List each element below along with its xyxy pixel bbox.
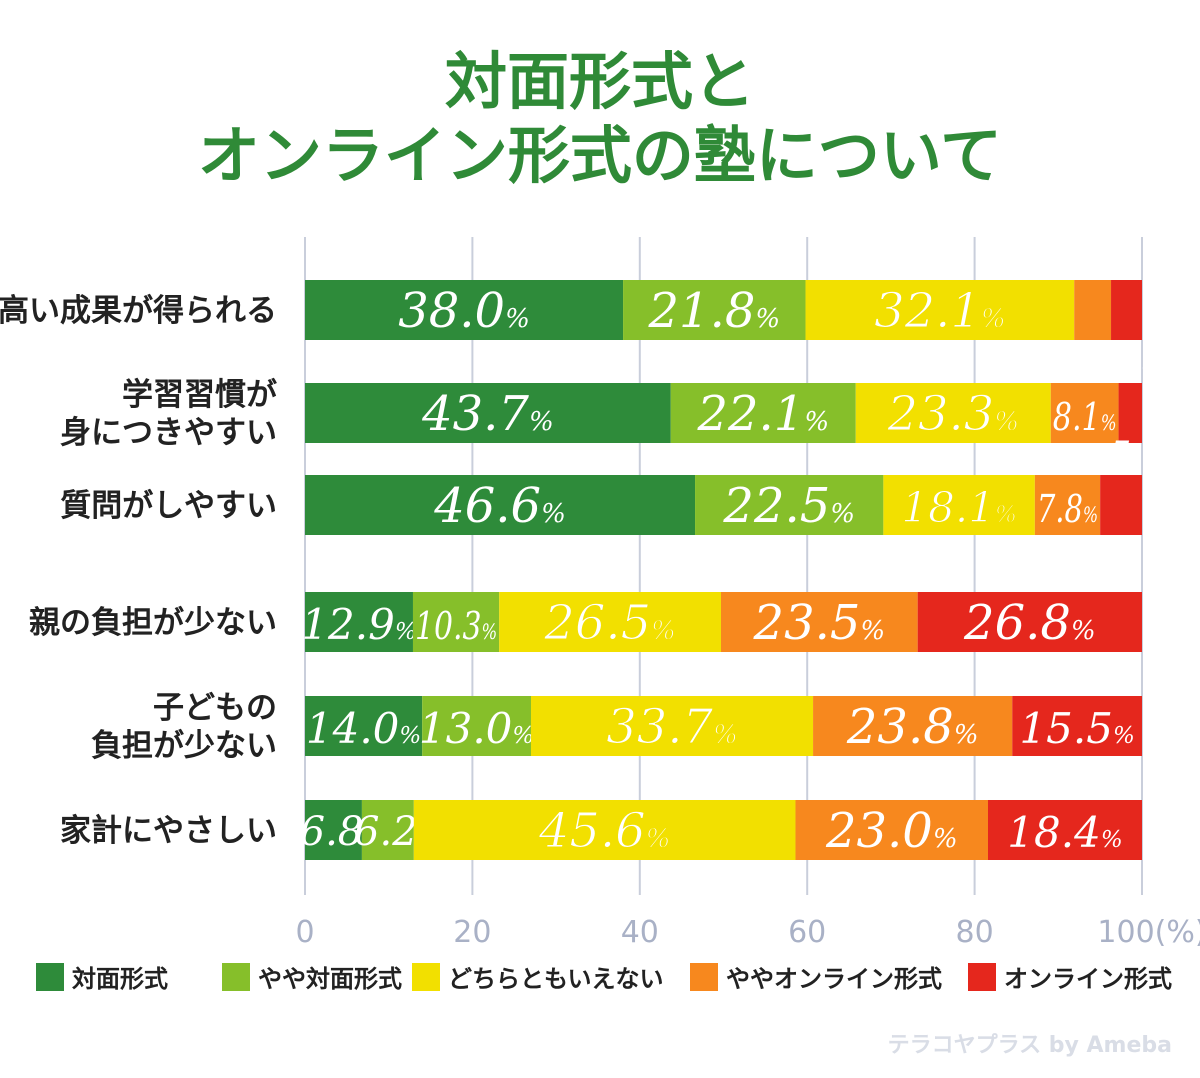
bar-segment	[305, 696, 423, 756]
bar-segment	[695, 475, 884, 535]
legend-swatch	[412, 963, 440, 991]
bar-segment	[813, 696, 1013, 756]
category-label: 親の負担が少ない	[29, 605, 277, 641]
value-label: 43.7%	[421, 386, 554, 442]
bar-segment	[795, 800, 988, 860]
bar-segment	[917, 592, 1142, 652]
value-label-percent: %	[323, 867, 348, 897]
legend-swatch	[36, 963, 64, 991]
value-label: 15.5%	[1019, 704, 1134, 753]
value-label: 33.7%	[606, 699, 738, 755]
value-label-percent: %	[378, 867, 403, 897]
category-label: 高い成果が得られる	[0, 293, 277, 329]
bar-segment	[720, 592, 918, 652]
bar-segment	[361, 800, 414, 860]
value-label: 26.5%	[543, 595, 676, 651]
bar-segment	[1118, 383, 1142, 443]
value-label: 18.4%	[1007, 808, 1122, 857]
bar-segment	[1034, 475, 1101, 535]
value-label: 5.0%	[1109, 434, 1182, 474]
x-tick-label: 20	[453, 915, 491, 950]
bar-segment	[305, 800, 362, 860]
legend-label: 対面形式	[72, 965, 168, 993]
value-label: 32.1%	[874, 283, 1006, 339]
value-label: 46.6%	[433, 478, 566, 534]
chart-title-line: 対面形式と	[445, 45, 755, 118]
watermark-logo: テラコヤプラス by Ameba	[888, 1033, 1172, 1058]
bar-segment	[422, 696, 531, 756]
value-label: 23.0%	[825, 803, 958, 859]
bar-segment	[305, 280, 624, 340]
bar-segment	[1111, 280, 1142, 340]
bar-segment	[987, 800, 1142, 860]
value-label: 45.6%	[538, 803, 671, 859]
value-label: 14.0%	[306, 704, 421, 753]
x-tick-label: 60	[788, 915, 826, 950]
x-tick-label: 40	[621, 915, 659, 950]
value-label: 6.8	[300, 809, 364, 855]
legend-swatch	[222, 963, 250, 991]
legend-swatch	[690, 963, 718, 991]
bar-segment	[499, 592, 721, 652]
value-label: 13.0%	[419, 704, 534, 753]
value-label: 8.1%	[1053, 395, 1117, 439]
value-label: 21.8%	[647, 283, 780, 339]
legend-swatch	[968, 963, 996, 991]
legend-label: オンライン形式	[1004, 965, 1172, 993]
bar-segment	[1100, 475, 1142, 535]
bar-segment	[1050, 383, 1119, 443]
bar-segment	[305, 383, 671, 443]
value-label: 12.9%	[301, 600, 416, 649]
value-label: 6.2	[354, 809, 418, 855]
bar-segment	[305, 475, 696, 535]
bar-segment	[855, 383, 1051, 443]
bar-segment	[1012, 696, 1142, 756]
x-tick-label: 0	[295, 915, 314, 950]
category-label: 身につきやすい	[60, 415, 277, 451]
bar-segment	[530, 696, 814, 756]
legend-label: どちらともいえない	[448, 965, 664, 993]
value-label: 4.4%	[1051, 239, 1125, 279]
bar-segment	[670, 383, 856, 443]
value-label: 23.3%	[886, 386, 1019, 442]
value-label: 22.1%	[696, 386, 829, 442]
value-label: 7.8%	[1037, 487, 1098, 531]
legend-label: やや対面形式	[258, 965, 402, 993]
category-label: 質問がしやすい	[60, 488, 277, 524]
bar-segment	[883, 475, 1035, 535]
category-label: 学習習慣が	[122, 377, 277, 413]
value-label: 23.8%	[846, 699, 979, 755]
value-label: 23.5%	[753, 595, 886, 651]
value-label: 26.8%	[963, 595, 1096, 651]
category-label: 家計にやさしい	[60, 813, 277, 849]
value-label: 38.0%	[398, 283, 530, 339]
value-label: 3.7%	[1109, 239, 1182, 279]
category-label: 子どもの	[153, 690, 277, 726]
value-label: 22.5%	[722, 478, 855, 534]
x-tick-label: 100(%)	[1097, 915, 1200, 950]
chart-title-line: オンライン形式の塾について	[198, 119, 1002, 192]
category-label: 負担が少ない	[91, 728, 277, 764]
bar-segment	[805, 280, 1075, 340]
bar-segment	[412, 592, 500, 652]
x-tick-label: 80	[956, 915, 994, 950]
value-label: 2.8%	[1108, 342, 1182, 382]
bar-segment	[623, 280, 806, 340]
bar-segment	[413, 800, 796, 860]
legend-label: ややオンライン形式	[726, 965, 942, 993]
bar-segment	[1074, 280, 1112, 340]
value-label: 18.1%	[901, 483, 1016, 532]
value-label: 10.3%	[415, 604, 497, 648]
bar-segment	[305, 592, 413, 652]
